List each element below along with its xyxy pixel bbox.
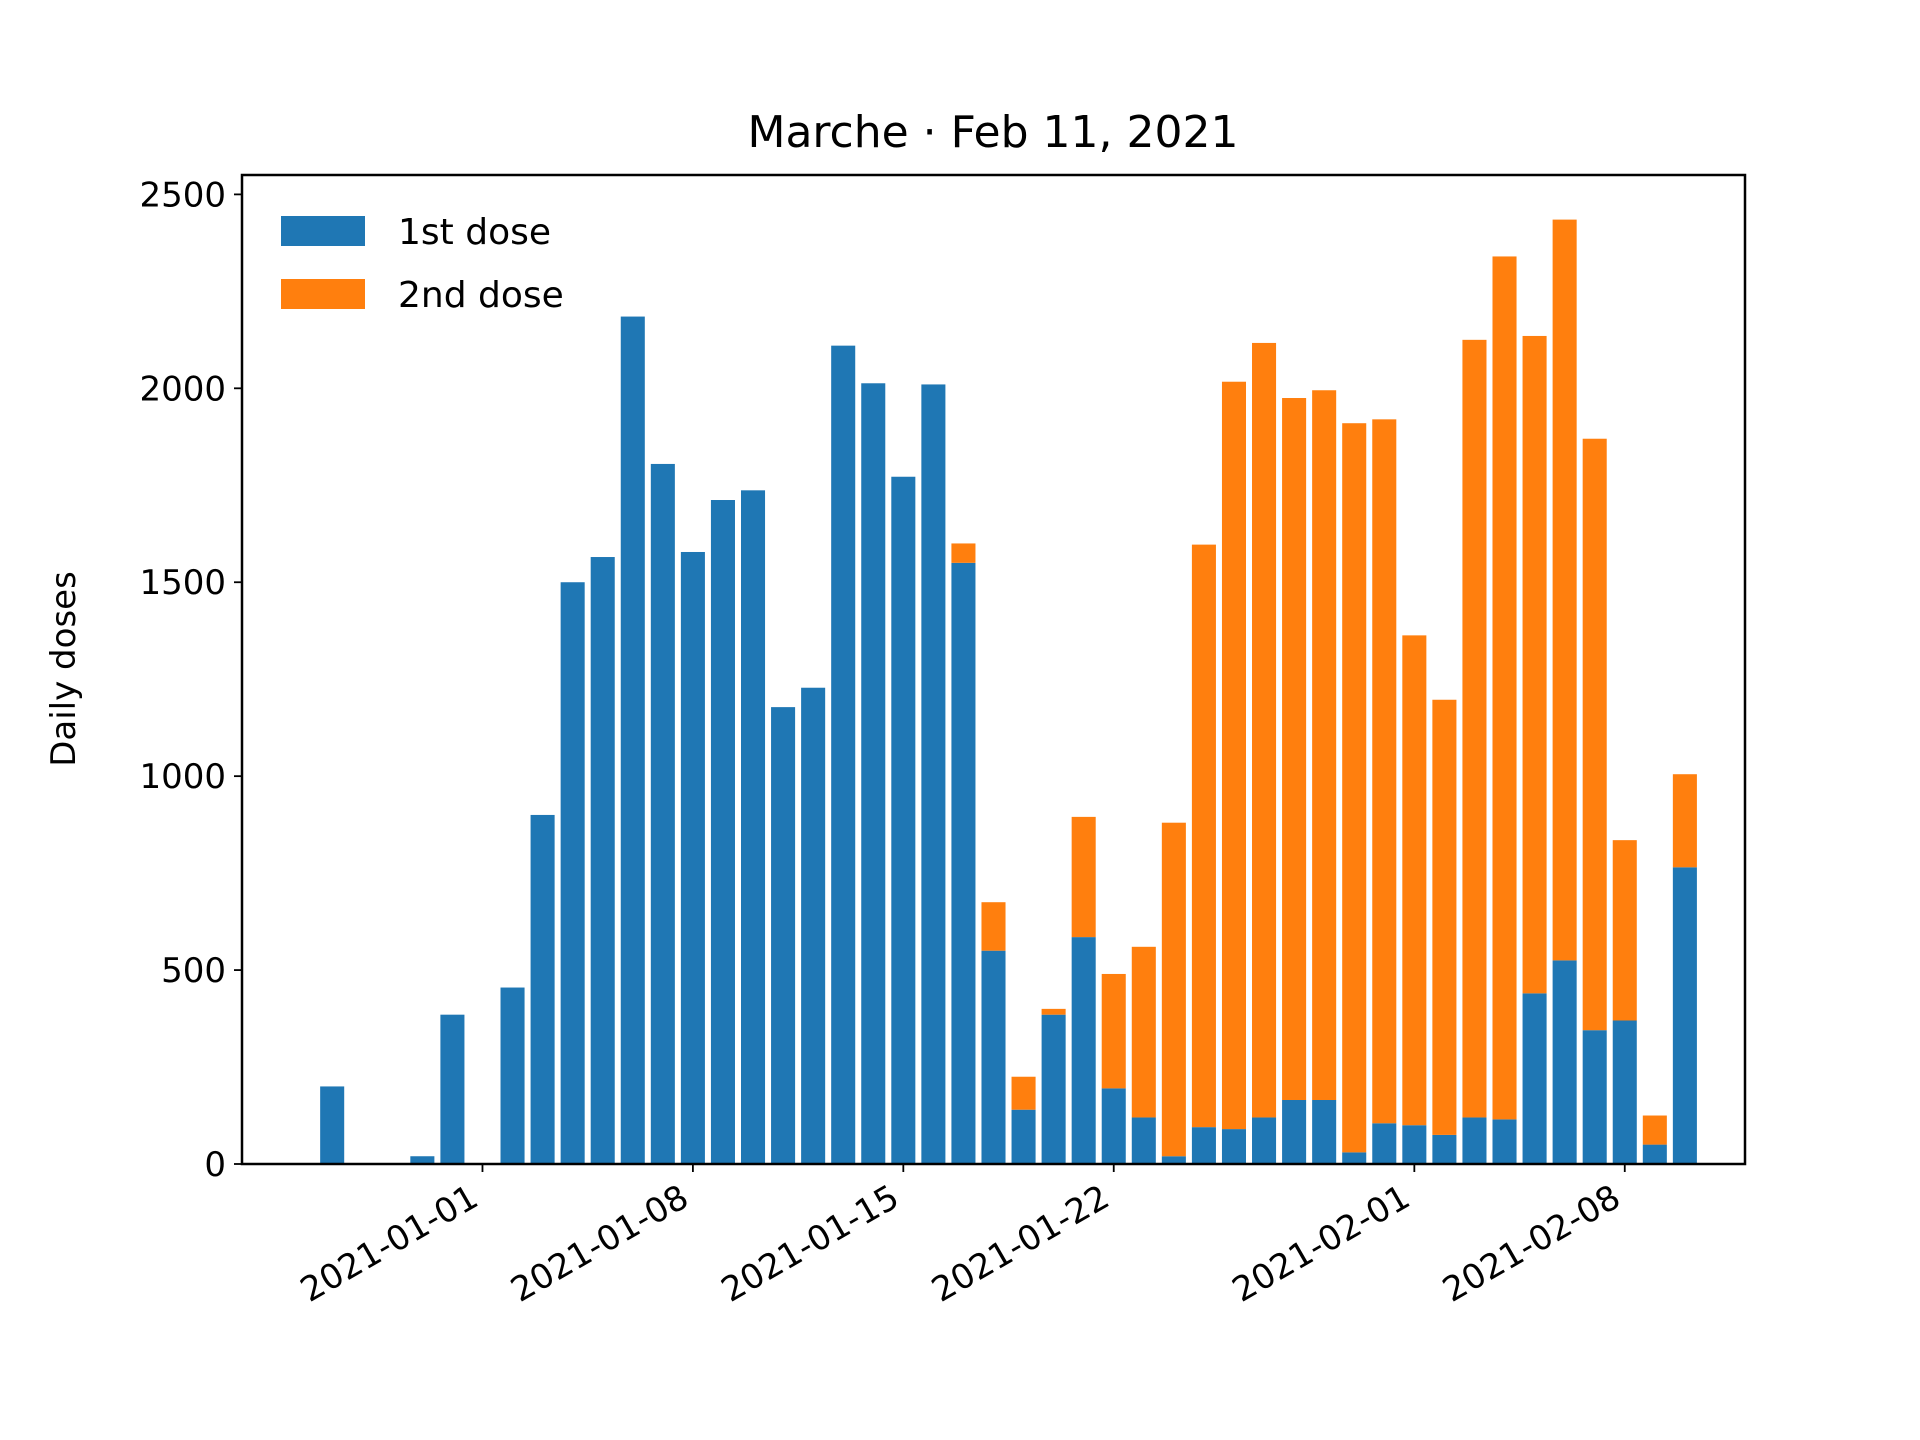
bar-2nd-dose	[981, 902, 1006, 951]
bar-1st-dose	[771, 707, 796, 1164]
bar-2nd-dose	[1642, 1115, 1667, 1145]
y-tick-label: 500	[161, 951, 226, 991]
bar-1st-dose	[1071, 937, 1096, 1164]
bar-1st-dose	[650, 463, 675, 1165]
legend-label-1st-dose: 1st dose	[398, 212, 551, 253]
bar-1st-dose	[500, 987, 525, 1164]
bar-1st-dose	[1161, 1156, 1186, 1164]
x-tick-label: 2021-02-08	[1436, 1177, 1627, 1310]
y-tick-label: 2500	[139, 175, 226, 215]
bar-1st-dose	[1372, 1123, 1397, 1164]
bar-1st-dose	[1552, 960, 1577, 1164]
bar-1st-dose	[1672, 867, 1697, 1164]
bar-1st-dose	[410, 1156, 435, 1164]
bar-2nd-dose	[951, 543, 976, 563]
bar-1st-dose	[1011, 1109, 1036, 1164]
bar-1st-dose	[680, 551, 705, 1164]
bar-1st-dose	[951, 562, 976, 1164]
bar-1st-dose	[801, 687, 826, 1164]
bar-1st-dose	[740, 490, 766, 1164]
bar-2nd-dose	[1191, 544, 1216, 1128]
bar-2nd-dose	[1432, 699, 1457, 1135]
bar-2nd-dose	[1342, 423, 1367, 1153]
y-tick-label: 0	[204, 1145, 226, 1185]
x-tick-label: 2021-01-15	[715, 1177, 906, 1310]
bar-2nd-dose	[1612, 840, 1637, 1021]
bar-2nd-dose	[1282, 398, 1307, 1101]
x-tick-label: 2021-02-01	[1226, 1177, 1417, 1310]
bar-2nd-dose	[1252, 342, 1277, 1118]
bar-2nd-dose	[1131, 946, 1156, 1118]
bar-2nd-dose	[1101, 973, 1126, 1089]
bar-1st-dose	[530, 814, 555, 1164]
bar-1st-dose	[440, 1014, 465, 1164]
bar-1st-dose	[1432, 1134, 1457, 1164]
y-tick-label: 2000	[139, 369, 226, 409]
x-tick-label: 2021-01-08	[504, 1177, 695, 1310]
bar-1st-dose	[1492, 1119, 1517, 1164]
bar-1st-dose	[1612, 1020, 1637, 1164]
bar-1st-dose	[831, 345, 856, 1164]
bar-1st-dose	[1402, 1125, 1427, 1164]
x-tick-label: 2021-01-01	[294, 1177, 485, 1310]
bar-2nd-dose	[1552, 219, 1577, 961]
bar-1st-dose	[1582, 1030, 1607, 1164]
legend-swatch-1st-dose	[281, 216, 365, 246]
bar-2nd-dose	[1372, 419, 1397, 1124]
bar-1st-dose	[560, 582, 585, 1164]
bar-2nd-dose	[1161, 822, 1186, 1157]
bar-2nd-dose	[1492, 256, 1517, 1120]
bar-1st-dose	[1312, 1100, 1337, 1164]
x-tick-label: 2021-01-22	[925, 1177, 1116, 1310]
legend-swatch-2nd-dose	[281, 279, 365, 309]
x-axis: 2021-01-01 2021-01-08 2021-01-15 2021-01-22…	[294, 1164, 1627, 1311]
bar-2nd-dose	[1522, 335, 1547, 994]
bar-2nd-dose	[1221, 381, 1247, 1130]
bar-2nd-dose	[1462, 339, 1487, 1118]
legend: 1st dose 2nd dose	[281, 212, 564, 316]
bar-1st-dose	[1101, 1088, 1126, 1164]
bar-2nd-dose	[1041, 1008, 1066, 1015]
bar-1st-dose	[1642, 1144, 1667, 1164]
bar-1st-dose	[320, 1086, 345, 1164]
bar-2nd-dose	[1312, 390, 1337, 1101]
bar-1st-dose	[1342, 1152, 1367, 1164]
bar-1st-dose	[1282, 1100, 1307, 1164]
bars-layer	[320, 219, 1697, 1165]
bar-1st-dose	[710, 500, 735, 1164]
bar-2nd-dose	[1402, 635, 1427, 1126]
bar-1st-dose	[891, 476, 916, 1165]
y-axis-label: Daily doses	[44, 571, 84, 767]
bar-1st-dose	[1131, 1117, 1156, 1164]
bar-1st-dose	[921, 384, 946, 1164]
bar-1st-dose	[861, 383, 886, 1165]
bar-1st-dose	[1252, 1117, 1277, 1164]
bar-1st-dose	[1522, 993, 1547, 1164]
bar-2nd-dose	[1071, 816, 1096, 938]
y-tick-label: 1000	[139, 757, 226, 797]
bar-2nd-dose	[1672, 774, 1697, 868]
plot-area-frame	[240, 173, 1747, 1166]
bar-1st-dose	[1041, 1014, 1066, 1164]
bar-2nd-dose	[1582, 438, 1607, 1031]
bar-1st-dose	[620, 316, 645, 1164]
bar-1st-dose	[590, 557, 615, 1164]
bar-1st-dose	[1191, 1127, 1216, 1164]
legend-label-2nd-dose: 2nd dose	[398, 275, 564, 316]
bar-1st-dose	[1462, 1117, 1487, 1164]
y-axis: 0 500 1000 1500 2000 2500	[139, 175, 242, 1185]
y-tick-label: 1500	[139, 563, 226, 603]
bar-1st-dose	[981, 950, 1006, 1164]
bar-2nd-dose	[1011, 1076, 1036, 1110]
chart-title: Marche · Feb 11, 2021	[748, 107, 1239, 158]
bar-1st-dose	[1221, 1129, 1247, 1164]
